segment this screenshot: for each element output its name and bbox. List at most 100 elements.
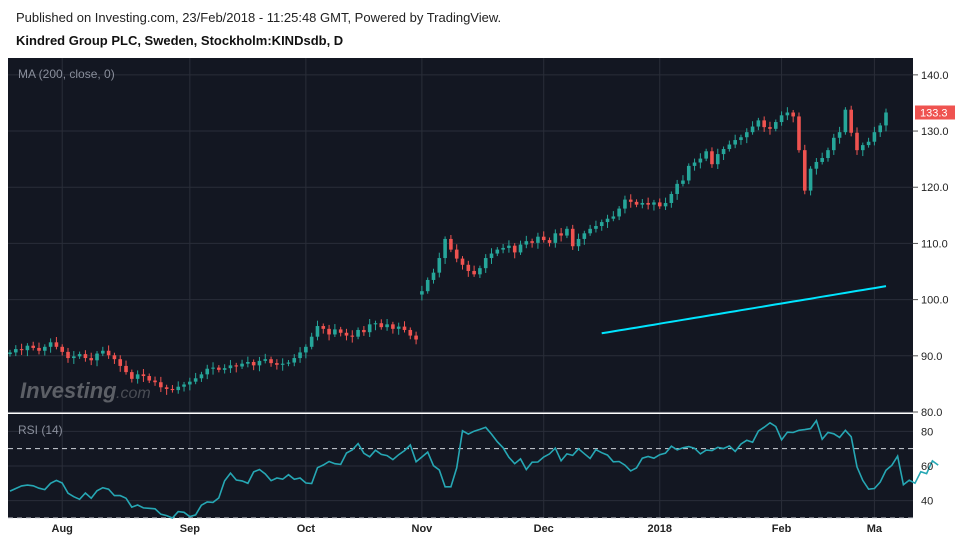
candle-body	[814, 161, 819, 169]
candle-body	[582, 233, 587, 239]
investing-watermark: Investing	[20, 378, 117, 403]
candle-body	[66, 351, 70, 359]
x-tick-label: Aug	[52, 523, 73, 535]
candle-body	[785, 112, 790, 116]
candle-body	[797, 116, 801, 151]
candle-body	[855, 132, 859, 151]
candle-body	[402, 326, 407, 330]
candle-body	[31, 345, 36, 348]
candle-body	[472, 270, 476, 275]
candle-body	[275, 363, 279, 365]
candle-body	[524, 241, 529, 245]
candle-body	[449, 238, 453, 250]
ma-indicator-label: MA (200, close, 0)	[18, 67, 115, 81]
rsi-tick-label: 40	[921, 496, 933, 508]
price-tick-label: 90.0	[921, 351, 942, 363]
ma-200-line	[601, 285, 887, 335]
candle-body	[594, 226, 598, 229]
candle-body	[605, 218, 610, 223]
candle-body	[431, 272, 436, 280]
last-price-label: 133.3	[920, 108, 948, 120]
candle-body	[228, 365, 233, 369]
candle-body	[536, 236, 540, 243]
candle-body	[681, 180, 685, 184]
candle-body	[135, 374, 140, 379]
candle-body	[234, 365, 239, 367]
candle-body	[507, 245, 511, 248]
candle-body	[379, 323, 384, 328]
candle-body	[43, 346, 47, 351]
candle-body	[362, 329, 366, 333]
price-tick-label: 140.0	[921, 70, 949, 82]
candle-body	[37, 347, 41, 351]
candle-body	[240, 363, 244, 367]
candle-body	[460, 258, 465, 265]
candle-body	[193, 378, 198, 382]
candle-body	[385, 324, 389, 328]
candle-body	[48, 342, 53, 347]
candle-body	[338, 329, 343, 333]
candle-body	[541, 236, 546, 241]
candle-body	[698, 158, 703, 163]
candle-body	[646, 202, 650, 205]
candle-body	[112, 355, 117, 360]
candle-body	[344, 332, 349, 336]
candle-body	[77, 354, 82, 357]
candle-body	[669, 193, 674, 203]
candle-body	[19, 349, 24, 351]
candle-body	[611, 216, 616, 219]
candle-body	[872, 132, 877, 142]
candle-body	[8, 352, 12, 355]
candle-body	[692, 162, 697, 166]
candle-body	[60, 346, 65, 352]
price-tick-label: 110.0	[921, 238, 948, 250]
candle-body	[118, 359, 123, 366]
candle-body	[147, 376, 152, 381]
candle-body	[14, 349, 18, 353]
candle-body	[298, 352, 302, 359]
candle-body	[211, 367, 215, 369]
candle-body	[617, 208, 621, 217]
x-tick-label: Sep	[180, 523, 200, 535]
candle-body	[356, 329, 360, 337]
candle-body	[95, 353, 99, 361]
candle-body	[89, 358, 94, 361]
candle-body	[599, 222, 604, 227]
candle-body	[257, 360, 262, 366]
candle-body	[222, 368, 227, 370]
candle-body	[304, 346, 308, 353]
candle-body	[83, 354, 88, 359]
candle-body	[565, 228, 569, 236]
rsi-indicator-label: RSI (14)	[18, 423, 63, 437]
candle-body	[808, 168, 813, 191]
candle-body	[652, 202, 656, 205]
candle-body	[391, 324, 395, 329]
candle-body	[246, 361, 250, 364]
candle-body	[640, 202, 645, 205]
x-tick-label: Ma	[867, 523, 883, 535]
candle-body	[373, 323, 378, 325]
candle-body	[327, 328, 331, 335]
candle-body	[756, 120, 761, 127]
candle-body	[849, 109, 853, 133]
candle-body	[762, 120, 766, 128]
candle-body	[657, 202, 662, 207]
investing-watermark-suffix: .com	[116, 385, 151, 402]
candle-body	[878, 125, 882, 133]
candle-body	[25, 345, 30, 351]
candle-body	[733, 140, 737, 145]
candle-body	[831, 137, 836, 151]
candle-body	[750, 126, 755, 133]
candle-body	[251, 361, 256, 366]
candle-body	[739, 137, 743, 141]
instrument-title: Kindred Group PLC, Sweden, Stockholm:KIN…	[16, 33, 344, 48]
candle-body	[159, 382, 163, 388]
candle-body	[408, 329, 413, 336]
candle-body	[663, 202, 668, 207]
candle-body	[634, 201, 639, 205]
published-notice: Published on Investing.com, 23/Feb/2018 …	[16, 10, 502, 25]
candle-body	[437, 258, 442, 273]
candle-body	[843, 109, 848, 133]
candle-body	[333, 329, 337, 335]
